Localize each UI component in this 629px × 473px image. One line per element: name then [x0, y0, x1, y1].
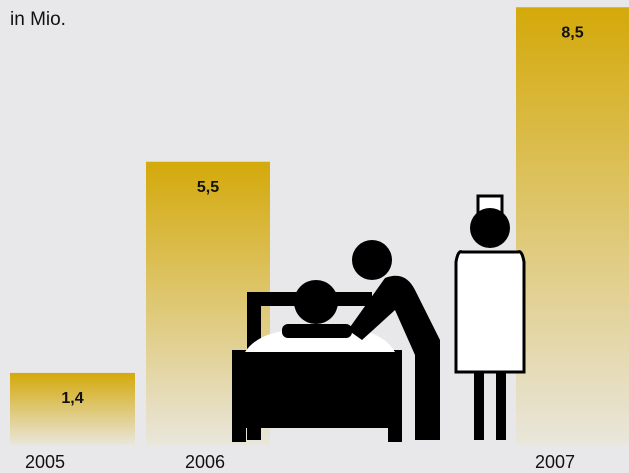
data-label: 1,4: [61, 390, 83, 407]
bed-leg: [232, 420, 246, 442]
x-tick-label: 2005: [25, 452, 65, 472]
doctor-leg: [496, 372, 506, 440]
doctor-leg: [474, 372, 484, 440]
bar: [516, 7, 629, 445]
patient-body: [282, 324, 352, 338]
bed-body: [232, 350, 402, 428]
x-tick-label: 2007: [535, 452, 575, 472]
data-label: 8,5: [561, 24, 583, 41]
chart-title: in Mio.: [10, 9, 66, 30]
patient-head: [294, 280, 338, 324]
bar: [10, 372, 135, 445]
x-tick-label: 2006: [185, 452, 225, 472]
doctor-head: [470, 208, 510, 248]
nurse-head: [352, 240, 392, 280]
illustration: [232, 194, 526, 442]
doctor-coat: [454, 250, 526, 374]
nurse-body: [348, 275, 440, 440]
data-label: 5,5: [197, 179, 219, 196]
bed-leg: [388, 420, 402, 442]
